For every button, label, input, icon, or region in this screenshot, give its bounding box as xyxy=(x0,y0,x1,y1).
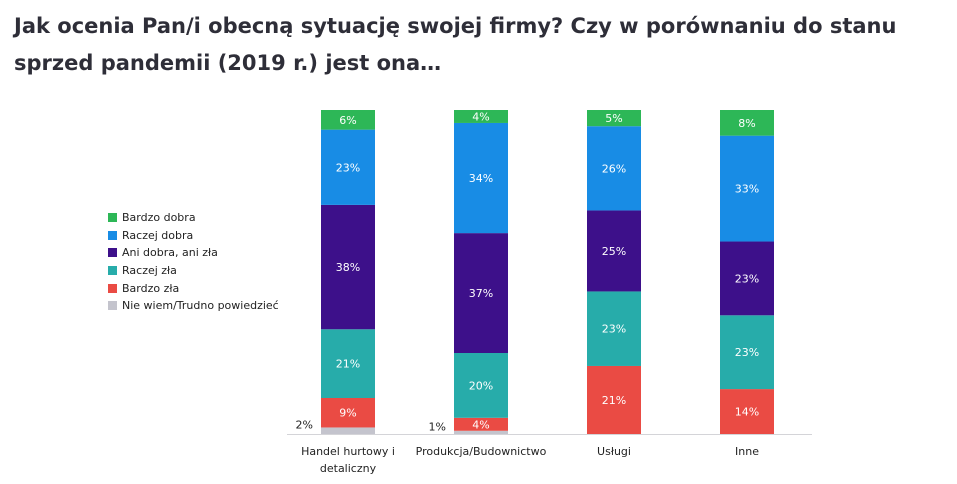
legend-swatch xyxy=(108,248,117,258)
data-label: 20% xyxy=(469,379,493,392)
data-label: 2% xyxy=(296,419,313,432)
legend-label: Bardzo dobra xyxy=(122,211,196,225)
bar-segment xyxy=(454,233,508,353)
bar-segment xyxy=(454,430,508,434)
bar-segment xyxy=(321,129,375,205)
data-label: 5% xyxy=(605,112,622,125)
legend-swatch xyxy=(108,213,117,223)
data-label: 21% xyxy=(602,394,626,407)
legend-label: Nie wiem/Trudno powiedzieć xyxy=(122,299,279,313)
legend-item: Bardzo dobra xyxy=(108,209,279,227)
bar-segment xyxy=(720,135,774,242)
bar-segment xyxy=(321,398,375,428)
data-label: 9% xyxy=(339,407,356,420)
bar-segment xyxy=(321,204,375,330)
data-label: 23% xyxy=(602,323,626,336)
bar-segment xyxy=(720,110,774,136)
chart-legend: Bardzo dobra Raczej dobra Ani dobra, ani z… xyxy=(108,209,279,315)
data-label: 23% xyxy=(336,161,360,174)
data-label: 21% xyxy=(336,358,360,371)
category-label: Produkcja/Budownictwo xyxy=(416,445,547,458)
legend-swatch xyxy=(108,301,117,311)
data-label: 4% xyxy=(472,418,489,431)
bar-segment xyxy=(454,417,508,431)
bar-segment xyxy=(720,241,774,316)
legend-item: Ani dobra, ani zła xyxy=(108,244,279,262)
data-label: 26% xyxy=(602,162,626,175)
data-label: 14% xyxy=(735,406,759,419)
data-label: 23% xyxy=(735,272,759,285)
category-label: detaliczny xyxy=(320,462,377,475)
bar-segment xyxy=(720,315,774,390)
data-label: 34% xyxy=(469,172,493,185)
bar-segment xyxy=(587,110,641,127)
bars-layer xyxy=(321,110,774,434)
bar-segment xyxy=(587,365,641,434)
labels-layer: 2% 9% 21% 38% 23% 6% Handel hurtowy i detaliczn… xyxy=(296,110,760,475)
legend-item: Raczej zła xyxy=(108,262,279,280)
bar-segment xyxy=(454,110,508,123)
legend-label: Bardzo zła xyxy=(122,281,180,295)
bar-segment xyxy=(587,210,641,292)
category-label: Handel hurtowy i xyxy=(301,445,395,458)
bar-segment xyxy=(321,329,375,398)
data-label: 1% xyxy=(429,420,446,433)
legend-label: Ani dobra, ani zła xyxy=(122,246,218,260)
data-label: 6% xyxy=(339,114,356,127)
data-label: 23% xyxy=(735,346,759,359)
data-label: 37% xyxy=(469,287,493,300)
bar-segment xyxy=(321,427,375,434)
legend-swatch xyxy=(108,230,117,240)
legend-item: Nie wiem/Trudno powiedzieć xyxy=(108,297,279,315)
legend-label: Raczej zła xyxy=(122,264,177,278)
legend-item: Bardzo zła xyxy=(108,279,279,297)
legend-swatch xyxy=(108,283,117,293)
data-label: 33% xyxy=(735,183,759,196)
legend-label: Raczej dobra xyxy=(122,228,194,242)
data-label: 38% xyxy=(336,261,360,274)
bar-segment xyxy=(587,291,641,366)
bar-segment xyxy=(454,353,508,418)
legend-item: Raczej dobra xyxy=(108,227,279,245)
data-label: 4% xyxy=(472,110,489,123)
category-label: Usługi xyxy=(597,445,631,458)
data-label: 25% xyxy=(602,245,626,258)
legend-swatch xyxy=(108,266,117,276)
bar-segment xyxy=(587,126,641,211)
category-label: Inne xyxy=(735,445,759,458)
bar-segment xyxy=(321,110,375,130)
bar-segment xyxy=(454,122,508,234)
chart-title: Jak ocenia Pan/i obecną sytuację swojej … xyxy=(14,14,897,75)
bar-segment xyxy=(720,389,774,434)
data-label: 8% xyxy=(738,117,755,130)
